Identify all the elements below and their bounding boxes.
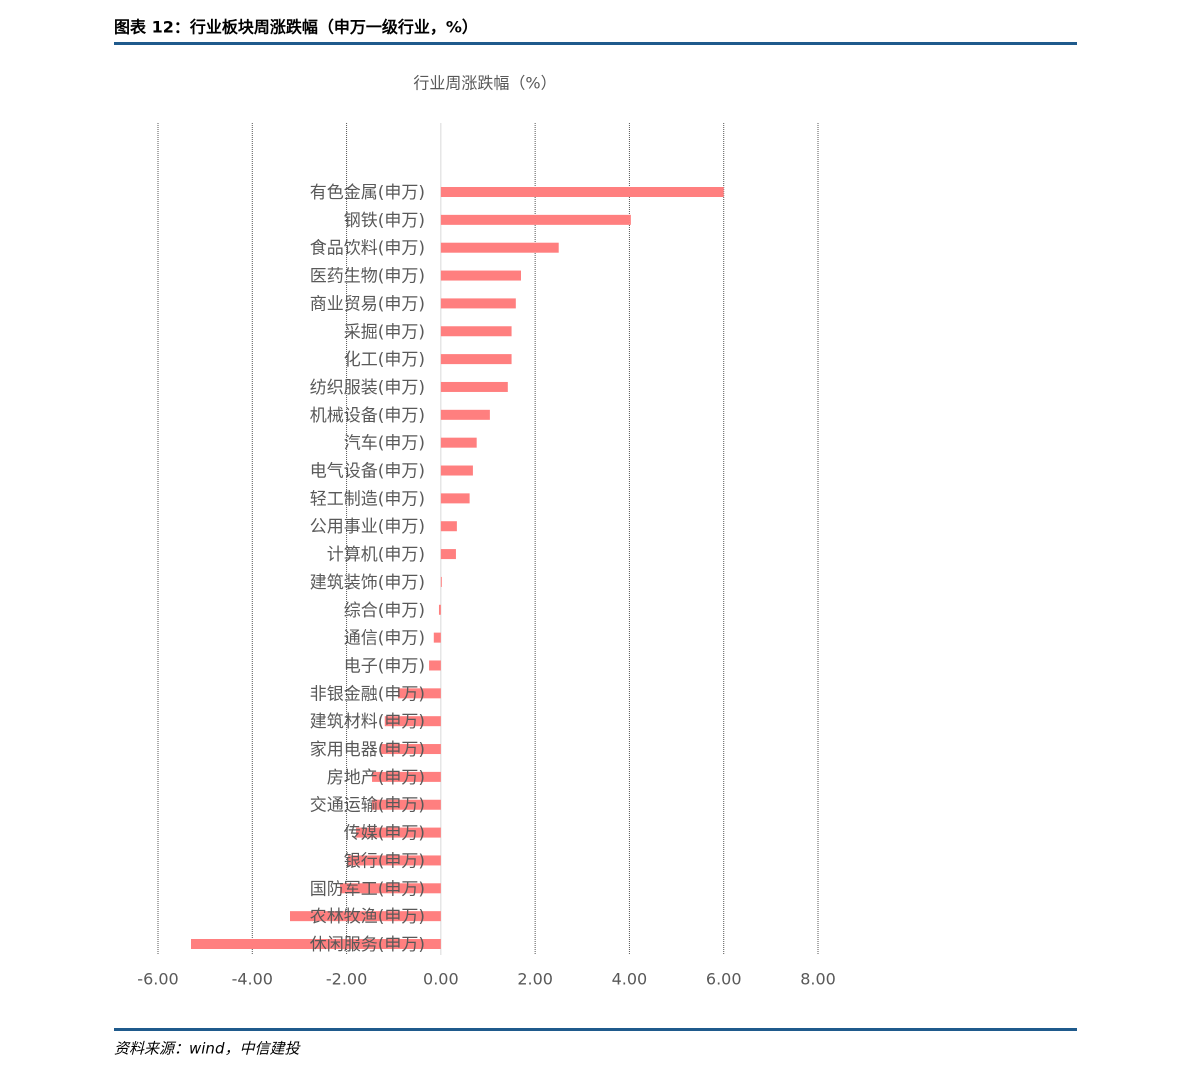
x-tick-label: 0.00 bbox=[423, 970, 459, 989]
y-tick-label: 计算机(申万) bbox=[327, 545, 425, 565]
y-tick-label: 采掘(申万) bbox=[344, 322, 425, 342]
x-tick-label: 4.00 bbox=[612, 970, 648, 989]
bar bbox=[397, 688, 441, 699]
bar bbox=[440, 576, 442, 587]
bar bbox=[440, 354, 512, 365]
y-tick-label: 国防军工(申万) bbox=[310, 879, 425, 899]
bar bbox=[372, 799, 441, 810]
bar bbox=[440, 437, 477, 448]
header-rule bbox=[114, 42, 1077, 45]
bar bbox=[440, 381, 508, 392]
y-tick-label: 休闲服务(申万) bbox=[310, 935, 425, 955]
y-tick-label: 建筑装饰(申万) bbox=[310, 573, 425, 593]
y-tick-label: 房地产(申万) bbox=[327, 768, 425, 788]
bar bbox=[440, 409, 490, 420]
y-tick-label: 家用电器(申万) bbox=[310, 740, 425, 760]
y-tick-label: 银行(申万) bbox=[344, 851, 425, 871]
bar bbox=[440, 549, 456, 560]
y-tick-label: 机械设备(申万) bbox=[310, 406, 425, 426]
x-tick-label: -4.00 bbox=[232, 970, 273, 989]
y-tick-label: 公用事业(申万) bbox=[310, 517, 425, 537]
bar bbox=[433, 632, 441, 643]
y-tick-label: 化工(申万) bbox=[344, 350, 425, 370]
y-tick-label: 有色金属(申万) bbox=[310, 183, 425, 203]
bar bbox=[440, 326, 512, 337]
x-tick-label: -2.00 bbox=[326, 970, 367, 989]
y-tick-label: 交通运输(申万) bbox=[310, 796, 425, 816]
y-tick-label: 非银金融(申万) bbox=[310, 684, 425, 704]
bar bbox=[191, 939, 441, 949]
bar bbox=[440, 242, 559, 253]
bar bbox=[440, 214, 631, 225]
y-tick-label: 纺织服装(申万) bbox=[310, 378, 425, 398]
y-tick-label: 轻工制造(申万) bbox=[310, 489, 425, 509]
y-tick-label: 农林牧渔(申万) bbox=[310, 907, 425, 927]
y-tick-label: 传媒(申万) bbox=[344, 824, 425, 844]
x-tick-label: 6.00 bbox=[706, 970, 742, 989]
y-tick-label: 建筑材料(申万) bbox=[310, 712, 425, 732]
bar bbox=[440, 521, 457, 532]
bar bbox=[440, 493, 470, 504]
bar bbox=[384, 716, 441, 727]
bar bbox=[290, 911, 441, 922]
y-tick-label: 电子(申万) bbox=[344, 656, 425, 676]
y-tick-label: 电气设备(申万) bbox=[310, 462, 425, 482]
bar bbox=[440, 465, 473, 476]
y-tick-label: 通信(申万) bbox=[344, 629, 425, 649]
footer-source: 资料来源：wind，中信建投 bbox=[114, 1040, 301, 1058]
y-tick-label: 医药生物(申万) bbox=[310, 267, 425, 287]
y-tick-label: 汽车(申万) bbox=[344, 434, 425, 454]
bar bbox=[429, 660, 441, 671]
bar bbox=[339, 883, 441, 894]
y-tick-label: 商业贸易(申万) bbox=[310, 294, 425, 314]
x-tick-label: -6.00 bbox=[137, 970, 178, 989]
bar bbox=[380, 744, 441, 755]
y-tick-label: 食品饮料(申万) bbox=[310, 239, 425, 259]
bar bbox=[440, 298, 516, 309]
bar bbox=[440, 187, 724, 197]
bar bbox=[440, 270, 521, 281]
bar bbox=[438, 604, 441, 615]
footer-rule bbox=[114, 1028, 1077, 1031]
bar bbox=[356, 827, 441, 838]
y-tick-label: 综合(申万) bbox=[344, 601, 425, 621]
x-tick-label: 2.00 bbox=[517, 970, 553, 989]
bar bbox=[347, 855, 441, 866]
bar bbox=[372, 771, 441, 782]
y-tick-label: 钢铁(申万) bbox=[344, 211, 425, 231]
header-title: 图表 12：行业板块周涨跌幅（申万一级行业，%） bbox=[114, 18, 478, 37]
x-tick-label: 8.00 bbox=[800, 970, 836, 989]
chart-title: 行业周涨跌幅（%） bbox=[413, 74, 556, 93]
